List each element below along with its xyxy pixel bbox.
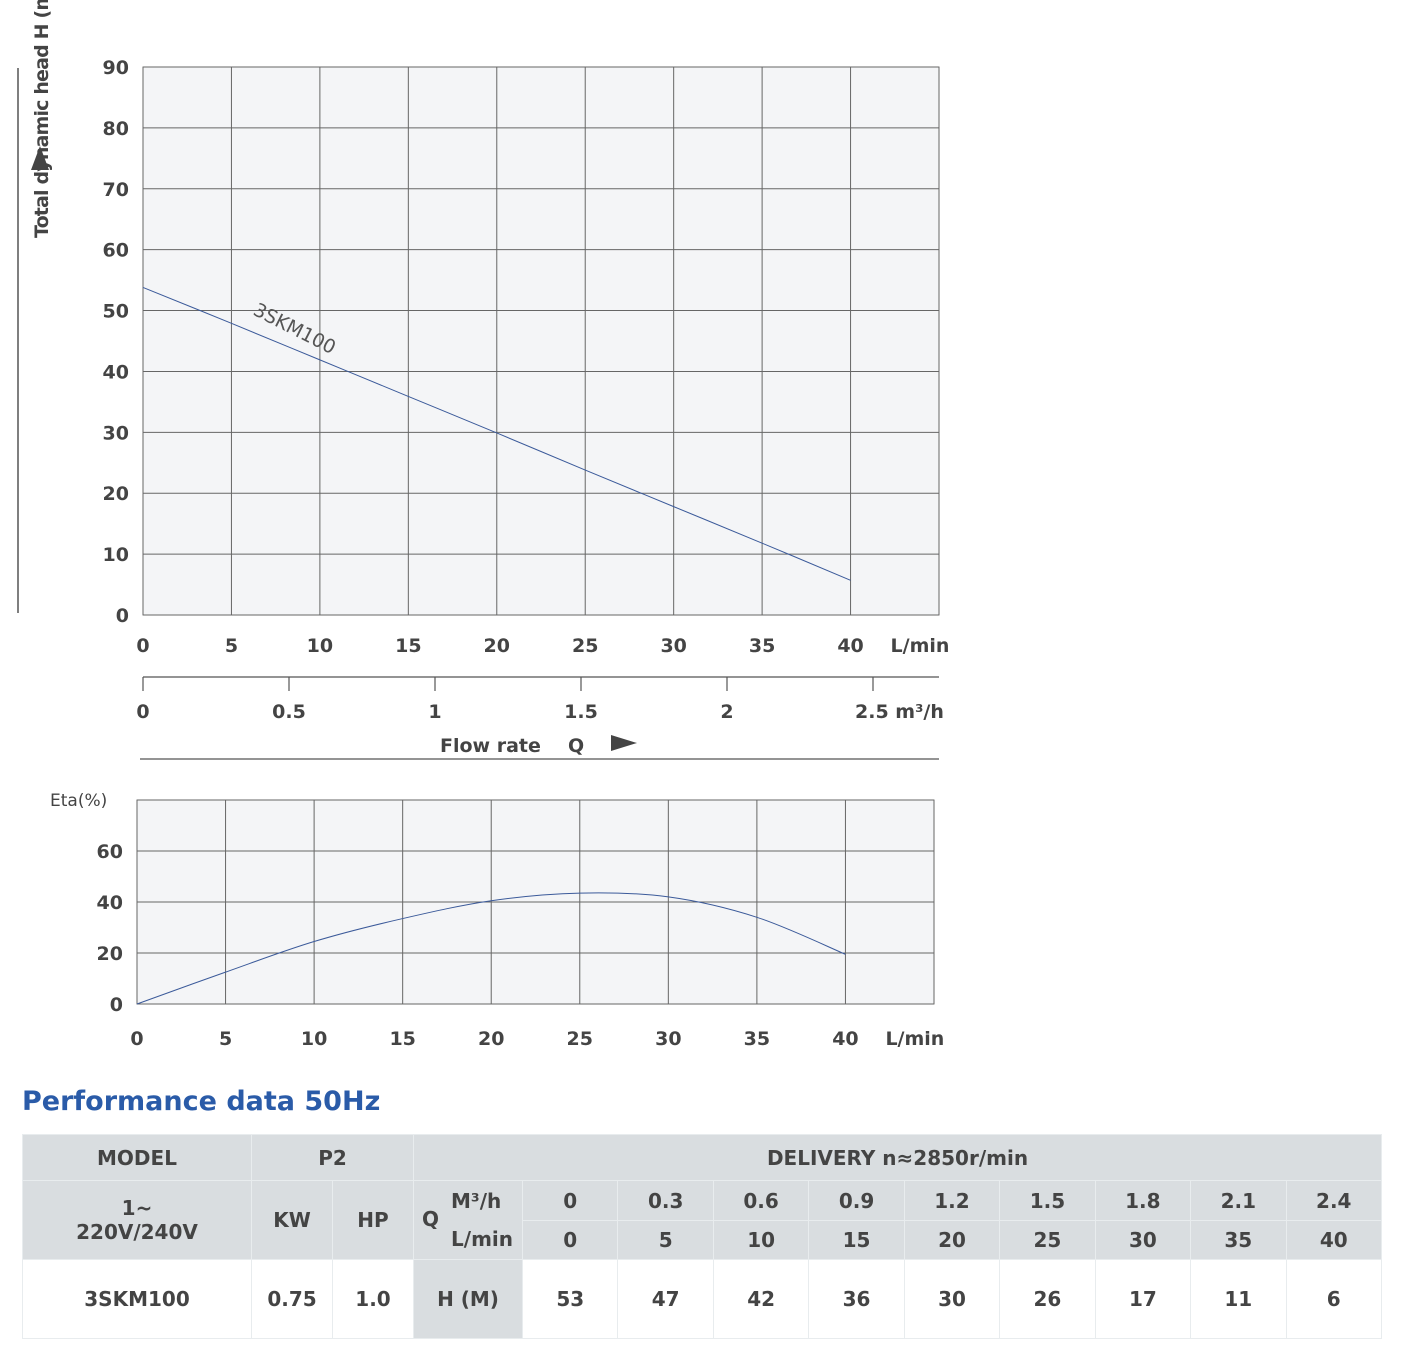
x-tick-label: 5 (219, 1028, 232, 1050)
y-tick-label: 40 (97, 892, 123, 914)
head-value: 6 (1285, 1259, 1383, 1339)
x-tick-label: 10 (307, 635, 333, 657)
y-axis-label: Total dynamic head H (m) (31, 0, 53, 238)
y-tick-label: 0 (110, 994, 123, 1016)
x-tick-label: 0 (130, 1028, 143, 1050)
x-tick-label: 25 (567, 1028, 593, 1050)
x-tick-label: 25 (572, 635, 598, 657)
m3h-value: 0.3 (617, 1180, 714, 1221)
m3h-value: 1.8 (1094, 1180, 1192, 1221)
m3h-value: 2.4 (1285, 1180, 1383, 1221)
secondary-tick-label: 1 (428, 701, 441, 723)
y-tick-label: 70 (103, 179, 129, 201)
kw-header: KW (251, 1180, 333, 1260)
x-tick-label: 40 (832, 1028, 858, 1050)
x-tick-label: 35 (744, 1028, 770, 1050)
x-tick-label: 30 (660, 635, 686, 657)
performance-table: MODEL P2 DELIVERY n≈2850r/min 1~ 220V/240… (22, 1134, 1383, 1339)
y-tick-label: 20 (97, 943, 123, 965)
lmin-value: 5 (617, 1220, 714, 1260)
performance-title: Performance data 50Hz (22, 1086, 381, 1117)
x-tick-label: 15 (389, 1028, 415, 1050)
m3h-value: 2.1 (1190, 1180, 1287, 1221)
x-tick-label: 10 (301, 1028, 327, 1050)
head-value: 17 (1094, 1259, 1192, 1339)
m3h-value: 0.6 (712, 1180, 810, 1221)
row-h-label: H (M) (413, 1259, 524, 1339)
secondary-tick-label: 2 (720, 701, 733, 723)
m3h-value: 0.9 (808, 1180, 905, 1221)
row-kw: 0.75 (251, 1259, 333, 1339)
head-value: 26 (999, 1259, 1096, 1339)
y-tick-label: 90 (103, 57, 129, 79)
row-hp: 1.0 (331, 1259, 415, 1339)
y-tick-label: 60 (97, 841, 123, 863)
x-tick-label: 20 (484, 635, 510, 657)
p2-header: P2 (250, 1134, 415, 1181)
x-tick-label: 5 (225, 635, 238, 657)
y-tick-label: 20 (103, 483, 129, 505)
plot-area (142, 66, 940, 616)
lmin-value: 35 (1190, 1220, 1287, 1260)
lmin-value: 30 (1094, 1220, 1192, 1260)
hp-header: HP (331, 1180, 415, 1260)
lmin-value: 20 (903, 1220, 1001, 1260)
lmin-value: 10 (712, 1220, 810, 1260)
secondary-axis-unit: 2.5 m³/h (855, 701, 944, 723)
m3h-value: 1.5 (999, 1180, 1096, 1221)
m3h-value: 0 (522, 1180, 619, 1221)
y-tick-label: 80 (103, 118, 129, 140)
delivery-header: DELIVERY n≈2850r/min (413, 1134, 1382, 1181)
q-label: Q (568, 735, 584, 757)
secondary-tick-label: 0 (136, 701, 149, 723)
model-header: MODEL (22, 1134, 252, 1181)
x-tick-label: 35 (749, 635, 775, 657)
y-tick-label: 60 (103, 240, 129, 262)
head-value: 42 (712, 1259, 810, 1339)
secondary-tick-label: 0.5 (272, 701, 306, 723)
y-tick-label: 0 (116, 605, 129, 627)
q-header: QM³/h L/min (413, 1180, 524, 1260)
head-value: 53 (522, 1259, 619, 1339)
lmin-value: 40 (1285, 1220, 1383, 1260)
y-tick-label: 40 (103, 361, 129, 383)
y-tick-label: 10 (103, 544, 129, 566)
x-tick-label: 40 (837, 635, 863, 657)
x-tick-label: 30 (655, 1028, 681, 1050)
lmin-value: 0 (522, 1220, 619, 1260)
secondary-tick-label: 1.5 (564, 701, 598, 723)
lmin-value: 25 (999, 1220, 1096, 1260)
x-tick-label: 20 (478, 1028, 504, 1050)
eta-axis-label: Eta(%) (50, 791, 107, 811)
x-axis-unit: L/min (891, 635, 950, 657)
row-model: 3SKM100 (22, 1259, 252, 1339)
x-axis-unit: L/min (885, 1028, 944, 1050)
y-tick-label: 30 (103, 422, 129, 444)
y-axis-arrow-icon (31, 146, 49, 170)
head-value: 36 (808, 1259, 905, 1339)
lmin-value: 15 (808, 1220, 905, 1260)
head-value: 11 (1190, 1259, 1287, 1339)
m3h-value: 1.2 (903, 1180, 1001, 1221)
x-tick-label: 15 (395, 635, 421, 657)
head-value: 47 (617, 1259, 714, 1339)
flow-arrow-icon (611, 735, 637, 751)
voltage-cell: 1~ 220V/240V (22, 1180, 252, 1260)
flow-rate-label: Flow rate (440, 735, 541, 757)
x-tick-label: 0 (136, 635, 149, 657)
head-value: 30 (903, 1259, 1001, 1339)
y-tick-label: 50 (103, 301, 129, 323)
